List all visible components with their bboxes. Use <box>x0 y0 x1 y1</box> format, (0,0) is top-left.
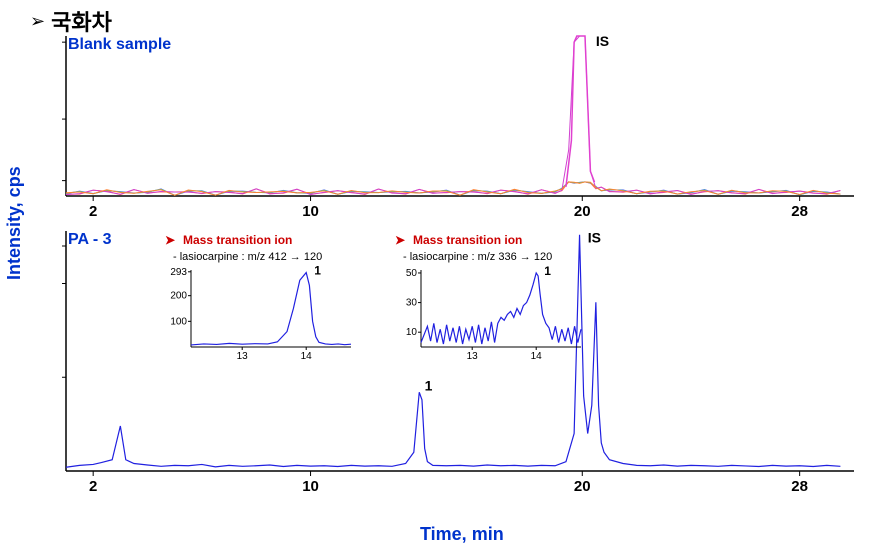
svg-text:13: 13 <box>237 351 249 362</box>
svg-text:14: 14 <box>301 351 313 362</box>
svg-text:20: 20 <box>574 478 591 495</box>
svg-text:- lasiocarpine : m/z 412 → 120: - lasiocarpine : m/z 412 → 120 <box>173 251 322 263</box>
svg-text:293: 293 <box>170 267 187 278</box>
inset-left-svg: ➤ Mass transition ion - lasiocarpine : m/… <box>165 232 385 369</box>
svg-text:14: 14 <box>531 351 543 362</box>
inset-left: ➤ Mass transition ion - lasiocarpine : m/… <box>165 232 385 374</box>
svg-text:10: 10 <box>406 327 418 338</box>
top-chart: Blank sample 210202850250500IS <box>60 30 860 225</box>
svg-text:➤: ➤ <box>165 233 176 247</box>
svg-text:50: 50 <box>406 268 418 279</box>
svg-text:1: 1 <box>425 377 433 393</box>
top-chart-svg: 210202850250500IS <box>60 30 860 220</box>
svg-text:28: 28 <box>791 203 808 220</box>
svg-text:100: 100 <box>170 316 187 327</box>
svg-text:2: 2 <box>89 203 97 220</box>
svg-text:10: 10 <box>302 203 319 220</box>
x-axis-label: Time, min <box>420 524 504 545</box>
svg-text:20: 20 <box>574 203 591 220</box>
svg-text:Mass transition ion: Mass transition ion <box>183 233 292 247</box>
svg-text:- lasiocarpine : m/z 336 → 120: - lasiocarpine : m/z 336 → 120 <box>403 251 552 263</box>
inset-right-svg: ➤ Mass transition ion - lasiocarpine : m/… <box>395 232 615 369</box>
svg-text:IS: IS <box>596 33 609 49</box>
svg-text:Mass transition ion: Mass transition ion <box>413 233 522 247</box>
svg-text:1: 1 <box>314 264 321 278</box>
svg-text:30: 30 <box>406 298 418 309</box>
svg-text:28: 28 <box>791 478 808 495</box>
sample-label-bottom: PA - 3 <box>68 231 112 249</box>
inset-right: ➤ Mass transition ion - lasiocarpine : m/… <box>395 232 615 374</box>
svg-text:13: 13 <box>467 351 479 362</box>
svg-text:➤: ➤ <box>395 233 406 247</box>
sample-label-top: Blank sample <box>68 36 171 54</box>
arrow-icon: ➢ <box>30 11 45 32</box>
svg-text:2: 2 <box>89 478 97 495</box>
svg-text:200: 200 <box>170 291 187 302</box>
svg-text:1: 1 <box>544 264 551 278</box>
y-axis-label: Intensity, cps <box>4 166 25 280</box>
page: ➢ 국화차 Intensity, cps Time, min Blank sam… <box>0 0 877 549</box>
svg-text:10: 10 <box>302 478 319 495</box>
